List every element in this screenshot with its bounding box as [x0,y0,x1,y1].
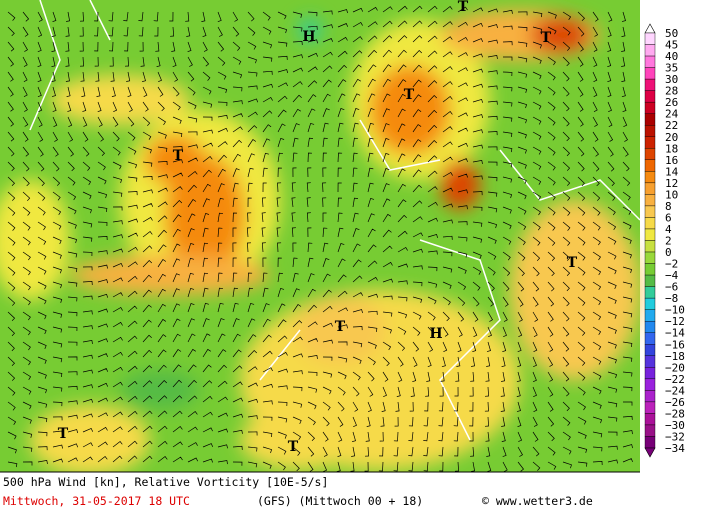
colorbar-label: 45 [665,39,678,52]
colorbar-swatch [644,78,656,91]
center-label: T [335,319,346,335]
center-label: T [288,439,299,455]
colorbar-swatch [644,101,656,114]
colorbar-swatch [644,240,656,253]
colorbar-swatch [644,424,656,437]
center-label: H [302,29,315,45]
colorbar-label: −24 [665,384,685,397]
colorbar: 50454035302826242220181614121086420−2−4−… [644,23,685,458]
colorbar-label: −32 [665,430,685,443]
colorbar-swatch [644,332,656,345]
center-label: H [429,326,442,342]
colorbar-swatch [644,344,656,356]
colorbar-label: 14 [665,165,679,178]
colorbar-swatch [644,125,656,137]
colorbar-swatch [644,182,656,195]
colorbar-label: −34 [665,442,685,455]
colorbar-label: 4 [665,223,672,236]
colorbar-cap [644,447,656,458]
colorbar-swatch [644,274,656,287]
colorbar-swatch [644,32,656,45]
colorbar-label: 50 [665,27,678,40]
colorbar-label: −14 [665,327,685,340]
colorbar-label: −4 [665,269,679,282]
colorbar-label: 10 [665,188,678,201]
colorbar-swatch [644,55,656,68]
colorbar-label: 22 [665,119,678,132]
colorbar-label: 8 [665,200,672,213]
colorbar-cap [644,23,656,34]
colorbar-swatch [644,194,656,207]
colorbar-label: 30 [665,73,678,86]
colorbar-label: 40 [665,50,678,63]
colorbar-label: 28 [665,85,678,98]
colorbar-label: 18 [665,142,678,155]
colorbar-swatch [644,217,656,230]
center-label: T [58,426,69,442]
center-label: T [458,0,469,15]
colorbar-swatch [644,205,656,218]
colorbar-swatch [644,390,656,403]
center-label: T [404,87,415,103]
footer-bg [0,472,640,513]
colorbar-label: −16 [665,338,685,351]
valid-date: Mittwoch, 31-05-2017 18 UTC [3,494,190,508]
colorbar-label: −12 [665,315,685,328]
colorbar-label: −2 [665,258,678,271]
colorbar-swatch [644,90,656,103]
center-label: T [567,255,578,271]
colorbar-swatch [644,136,656,149]
center-label: T [173,148,184,164]
colorbar-swatch [644,67,656,80]
model-run: (GFS) (Mittwoch 00 + 18) [257,494,423,508]
colorbar-swatch [644,148,656,161]
colorbar-swatch [644,413,656,426]
colorbar-swatch [644,378,656,391]
colorbar-swatch [644,171,656,184]
colorbar-swatch [644,159,656,172]
vorticity-field [0,0,641,475]
colorbar-label: −6 [665,281,678,294]
colorbar-swatch [644,44,656,57]
colorbar-label: 2 [665,235,672,248]
colorbar-swatch [644,263,656,276]
colorbar-swatch [644,251,656,264]
colorbar-label: 0 [665,246,672,259]
colorbar-swatch [644,228,656,241]
colorbar-label: −30 [665,419,685,432]
colorbar-swatch [644,113,656,126]
colorbar-label: −18 [665,350,685,363]
colorbar-swatch [644,297,656,310]
colorbar-label: −26 [665,396,685,409]
colorbar-swatch [644,320,656,333]
colorbar-label: 6 [665,211,672,224]
colorbar-swatch [644,401,656,414]
product-title: 500 hPa Wind [kn], Relative Vorticity [1… [3,475,328,489]
pressure-centers: H T T T T T T H T T [58,0,578,455]
colorbar-label: 26 [665,96,678,109]
colorbar-swatch [644,309,656,322]
colorbar-label: 20 [665,131,678,144]
colorbar-label: −28 [665,407,685,420]
colorbar-label: 16 [665,154,678,167]
colorbar-label: −10 [665,304,685,317]
credit: © www.wetter3.de [482,494,593,508]
colorbar-swatch [644,355,656,368]
colorbar-label: 35 [665,62,678,75]
colorbar-swatch [644,367,656,380]
colorbar-swatch [644,286,656,299]
colorbar-label: −8 [665,292,678,305]
colorbar-label: 12 [665,177,678,190]
colorbar-label: −22 [665,373,685,386]
colorbar-swatch [644,436,656,449]
colorbar-label: 24 [665,108,679,121]
colorbar-label: −20 [665,361,685,374]
center-label: T [541,30,552,46]
